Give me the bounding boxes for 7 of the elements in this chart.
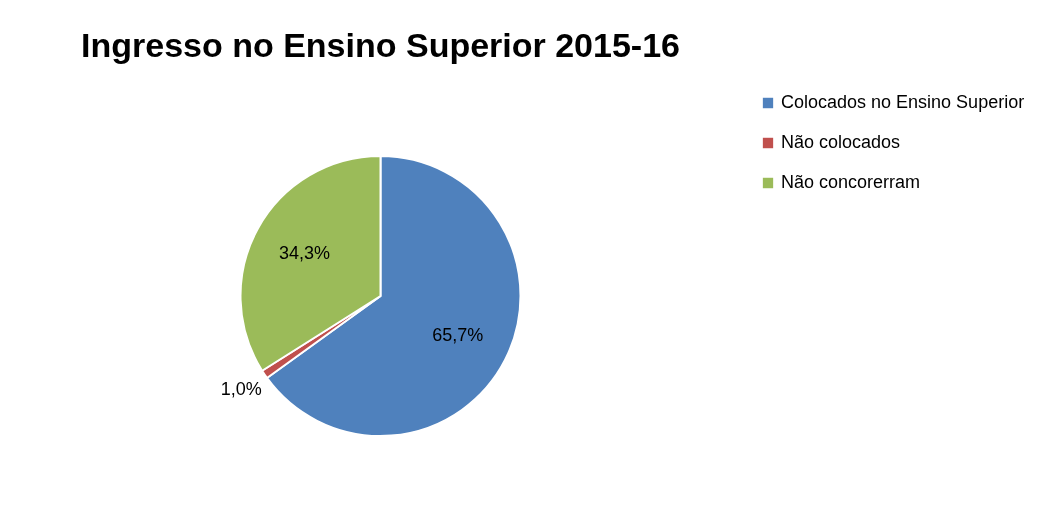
data-label: 65,7% xyxy=(432,324,484,345)
legend-label: Não colocados xyxy=(781,132,901,152)
legend-label: Colocados no Ensino Superior xyxy=(781,92,1025,112)
data-label: 34,3% xyxy=(278,243,331,264)
data-label: 1,0% xyxy=(220,379,262,400)
chart-title: Ingresso no Ensino Superior 2015-16 xyxy=(81,26,680,64)
legend-label: Não concorerram xyxy=(781,172,921,192)
